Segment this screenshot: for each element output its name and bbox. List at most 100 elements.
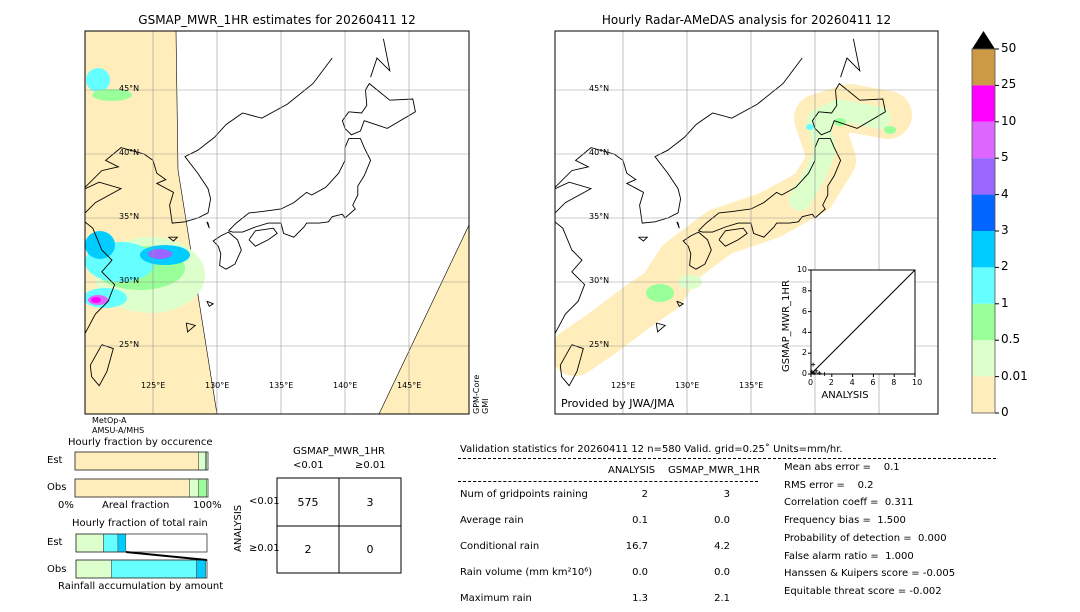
coastline-shikoku — [718, 227, 748, 247]
colorbar-label: 50 — [1001, 41, 1017, 55]
right-map-title: Hourly Radar-AMeDAS analysis for 2026041… — [601, 13, 892, 27]
score-line: Correlation coeff = 0.311 — [784, 497, 914, 509]
col-analysis: ANALYSIS — [608, 465, 656, 476]
colorbar-segment — [972, 158, 995, 195]
colorbar-label: 25 — [1001, 77, 1017, 92]
inset-y-tick-label: 0 — [801, 369, 807, 378]
inset-x-tick-label: 8 — [891, 378, 897, 387]
stat-gsmap: 2.1 — [714, 593, 730, 604]
inset-xlabel: ANALYSIS — [821, 390, 869, 401]
occurrence-bars — [74, 451, 209, 498]
occ-x-left: 0% — [58, 500, 74, 511]
col-header-lt: <0.01 — [293, 460, 324, 471]
stat-label: Maximum rain — [460, 593, 532, 604]
validation-divider — [458, 458, 996, 459]
left-map-title: GSMAP_MWR_1HR estimates for 20260411 12 — [138, 13, 416, 27]
sensor-label-right: GPM-Core GMI — [472, 375, 490, 414]
fraction-segment — [117, 533, 127, 553]
left-map-frame — [84, 30, 470, 415]
coastline-honshu — [698, 138, 842, 238]
scatter-point — [814, 368, 819, 373]
stat-gsmap: 0.0 — [714, 515, 730, 526]
col-gsmap: GSMAP_MWR_1HR — [668, 465, 760, 476]
rain-row-est: Est — [47, 537, 63, 548]
inset-y-tick-label: 10 — [796, 265, 807, 274]
stat-analysis: 0.0 — [632, 567, 648, 578]
inset-y-tick-label: 8 — [801, 285, 807, 295]
lon-label: 130°E — [675, 381, 700, 390]
colorbar-label: 5 — [1001, 150, 1009, 165]
occurrence-title: Hourly fraction by occurence — [68, 437, 213, 448]
lon-label: 135°E — [269, 381, 294, 390]
fraction-segment — [111, 559, 197, 579]
colorbar-segment — [972, 303, 995, 341]
colorbar-label: 10 — [1001, 113, 1017, 128]
cell-hit: 0 — [366, 543, 374, 556]
coastline-kyushu — [212, 231, 242, 270]
gridlines-left — [85, 31, 469, 414]
coastline-taiwan — [89, 344, 114, 387]
fraction-segment — [196, 559, 206, 579]
lat-label: 35°N — [119, 212, 140, 221]
score-line: Hanssen & Kuipers score = -0.005 — [784, 568, 956, 580]
stat-label: Rain volume (mm km²10⁶) — [460, 567, 593, 578]
score-line: Equitable threat score = -0.002 — [784, 585, 942, 597]
total-rain-title: Hourly fraction of total rain — [72, 518, 208, 529]
lat-label: 35°N — [589, 212, 610, 221]
sensor-gmi: GMI — [481, 398, 490, 414]
colorbar-segment — [972, 231, 995, 268]
inset-y-tick-label: 2 — [801, 348, 807, 358]
coastline-hokkaido — [811, 82, 886, 136]
inset-ylabel: GSMAP_MWR_1HR — [781, 280, 792, 372]
occ-x-mid: Areal fraction — [102, 500, 170, 511]
stat-analysis: 2 — [641, 489, 648, 500]
scatter-point — [810, 369, 815, 374]
scatter-point — [812, 370, 817, 375]
colorbar-label: 4 — [1001, 186, 1009, 201]
colorbar-label: 0.01 — [1001, 368, 1028, 383]
coastlines-right — [555, 38, 886, 387]
swath-coverage-right — [378, 224, 469, 414]
lat-label: 30°N — [589, 276, 610, 285]
lat-label: 40°N — [119, 148, 140, 157]
stat-analysis: 0.1 — [632, 515, 648, 526]
credit-label: Provided by JWA/JMA — [561, 397, 675, 410]
lon-label: 135°E — [739, 381, 764, 390]
coastline-jeju — [638, 236, 649, 242]
score-line: Mean abs error = 0.1 — [784, 462, 900, 473]
lat-label: 45°N — [119, 84, 140, 93]
coastline-honshu — [228, 138, 372, 238]
stat-label: Num of gridpoints raining — [460, 489, 588, 500]
gridlines-right — [555, 31, 938, 414]
inset-x-tick-label: 2 — [828, 378, 834, 387]
inset-x-tick-label: 4 — [849, 378, 855, 387]
sensor-metop: MetOp-A — [92, 416, 127, 425]
colorbar — [971, 31, 999, 414]
coastline-kyushu — [682, 231, 712, 270]
inset-x-tick-label: 0 — [808, 378, 814, 387]
lat-label: 40°N — [589, 148, 610, 157]
rain-row-obs: Obs — [47, 564, 67, 575]
colorbar-segment — [972, 194, 995, 231]
stat-label: Average rain — [460, 515, 524, 526]
lon-label: 140°E — [333, 381, 358, 390]
coastline-okinawa — [185, 322, 197, 333]
sensor-gpm: GPM-Core — [472, 374, 481, 414]
total-rain-bars — [75, 533, 208, 579]
coastline-sakhalin — [370, 38, 391, 78]
colorbar-segment — [972, 85, 995, 122]
row-axis-label: ANALYSIS — [233, 504, 244, 552]
stat-analysis: 1.3 — [632, 593, 648, 604]
inset-y-tick-label: 6 — [801, 306, 807, 316]
stat-analysis: 16.7 — [625, 541, 648, 552]
total-rain-xlabel: Rainfall accumulation by amount — [58, 581, 224, 592]
colorbar-label: 3 — [1001, 223, 1009, 237]
fraction-segment — [75, 533, 104, 553]
col-header-ge: ≥0.01 — [355, 460, 386, 471]
validation-header: Validation statistics for 20260411 12 n=… — [460, 444, 843, 455]
inset-scatter — [808, 269, 916, 377]
lat-label: 45°N — [589, 84, 610, 93]
inset-x-tick-label: 10 — [912, 378, 923, 387]
diagonal-line — [810, 269, 916, 375]
